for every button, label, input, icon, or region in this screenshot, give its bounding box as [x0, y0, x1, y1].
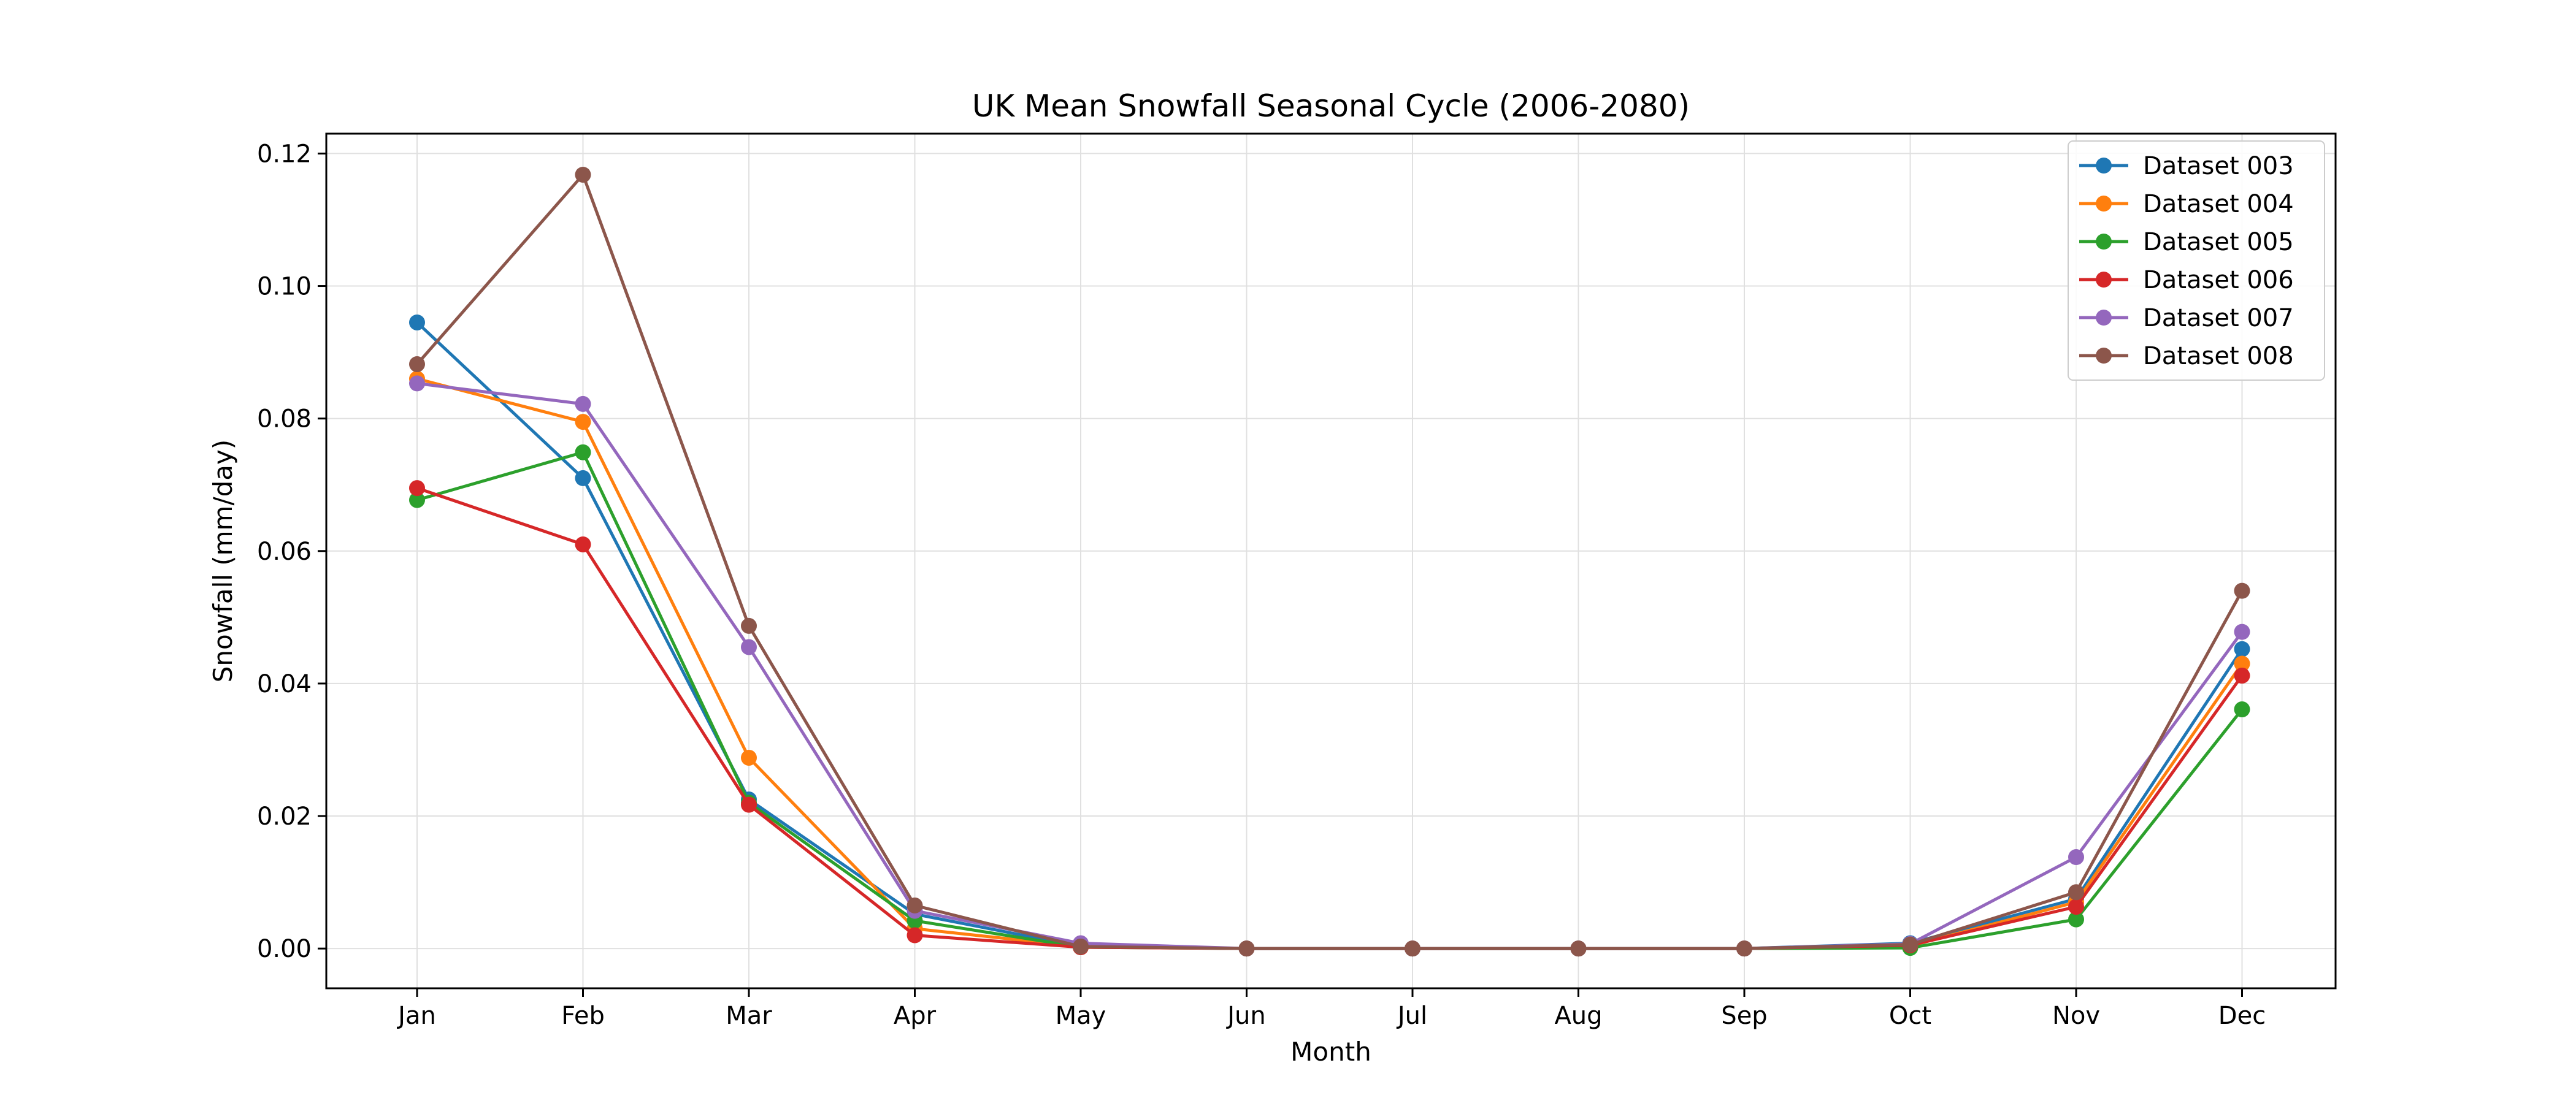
chart-title: UK Mean Snowfall Seasonal Cycle (2006-20…	[972, 88, 1690, 124]
x-tick-label: Oct	[1889, 1002, 1931, 1030]
data-point	[741, 796, 757, 813]
legend-item: Dataset 008	[2079, 342, 2294, 370]
data-point	[2068, 899, 2084, 915]
data-point	[741, 749, 757, 766]
data-point	[1570, 940, 1587, 957]
y-axis-label: Snowfall (mm/day)	[208, 440, 238, 683]
data-point	[409, 356, 425, 373]
x-tick-label: Apr	[894, 1002, 937, 1030]
x-tick-label: Jan	[396, 1002, 436, 1030]
data-point	[2068, 849, 2084, 866]
data-point	[2234, 655, 2250, 672]
legend-marker	[2096, 310, 2112, 326]
legend-label: Dataset 003	[2143, 152, 2294, 180]
data-point	[575, 166, 591, 183]
legend-label: Dataset 007	[2143, 304, 2294, 332]
legend-frame	[2068, 140, 2325, 381]
y-tick-label: 0.06	[257, 538, 312, 566]
legend-marker	[2096, 234, 2112, 250]
data-point	[2068, 911, 2084, 928]
series-line	[416, 173, 2244, 950]
data-point	[907, 897, 923, 913]
data-point	[575, 470, 591, 486]
data-point	[741, 639, 757, 655]
data-point	[409, 314, 425, 330]
data-point	[575, 414, 591, 430]
x-tick-label: Jun	[1225, 1002, 1266, 1030]
legend-item: Dataset 003	[2079, 152, 2294, 180]
x-tick-label: Jul	[1396, 1002, 1427, 1030]
y-tick-label: 0.10	[257, 273, 312, 301]
data-point	[1238, 940, 1255, 957]
data-point	[1736, 940, 1752, 957]
data-point	[2234, 667, 2250, 684]
y-tick-label: 0.00	[257, 935, 312, 963]
x-tick-label: May	[1056, 1002, 1106, 1030]
x-axis-label: Month	[1290, 1037, 1371, 1067]
x-tick-label: Feb	[561, 1002, 605, 1030]
legend-item: Dataset 005	[2079, 228, 2294, 256]
y-tick-label: 0.04	[257, 670, 312, 698]
ticks-layer: Jan Feb Mar Apr May Jun Jul Aug Sep Oct Nov Dec 0.00…	[257, 140, 2266, 1030]
legend-item: Dataset 006	[2079, 266, 2294, 294]
plot-frame	[325, 132, 2337, 990]
x-tick-label: Mar	[726, 1002, 772, 1030]
legend-item: Dataset 007	[2079, 304, 2294, 332]
legend-item: Dataset 004	[2079, 190, 2294, 218]
data-point	[409, 492, 425, 508]
data-point	[575, 444, 591, 460]
data-point	[1902, 936, 1919, 953]
data-point	[409, 480, 425, 497]
data-point	[2234, 701, 2250, 718]
data-point	[409, 375, 425, 392]
x-tick-label: Nov	[2052, 1002, 2100, 1030]
legend-label: Dataset 005	[2143, 228, 2294, 256]
series-layer	[409, 166, 2250, 957]
data-point	[1405, 940, 1420, 957]
y-tick-label: 0.12	[257, 140, 312, 168]
data-point	[575, 395, 591, 412]
data-point	[2234, 582, 2250, 599]
data-point	[2234, 624, 2250, 640]
data-point	[2068, 884, 2084, 901]
legend: Dataset 003 Dataset 004 Dataset 005 Dataset…	[2068, 140, 2325, 381]
legend-label: Dataset 008	[2143, 342, 2294, 370]
x-tick-label: Dec	[2218, 1002, 2266, 1030]
legend-label: Dataset 006	[2143, 266, 2294, 294]
legend-marker	[2096, 158, 2112, 174]
legend-label: Dataset 004	[2143, 190, 2294, 218]
legend-marker	[2096, 348, 2112, 364]
data-point	[1073, 938, 1089, 955]
legend-marker	[2096, 272, 2112, 288]
legend-marker	[2096, 196, 2112, 212]
x-tick-label: Sep	[1721, 1002, 1767, 1030]
y-tick-label: 0.08	[257, 405, 312, 433]
data-point	[2234, 641, 2250, 657]
data-point	[575, 536, 591, 552]
data-point	[907, 927, 923, 944]
grid-layer	[326, 134, 2336, 988]
series-dataset-008	[409, 166, 2250, 957]
data-point	[741, 617, 757, 634]
y-tick-label: 0.02	[257, 803, 312, 831]
x-tick-label: Aug	[1554, 1002, 1602, 1030]
